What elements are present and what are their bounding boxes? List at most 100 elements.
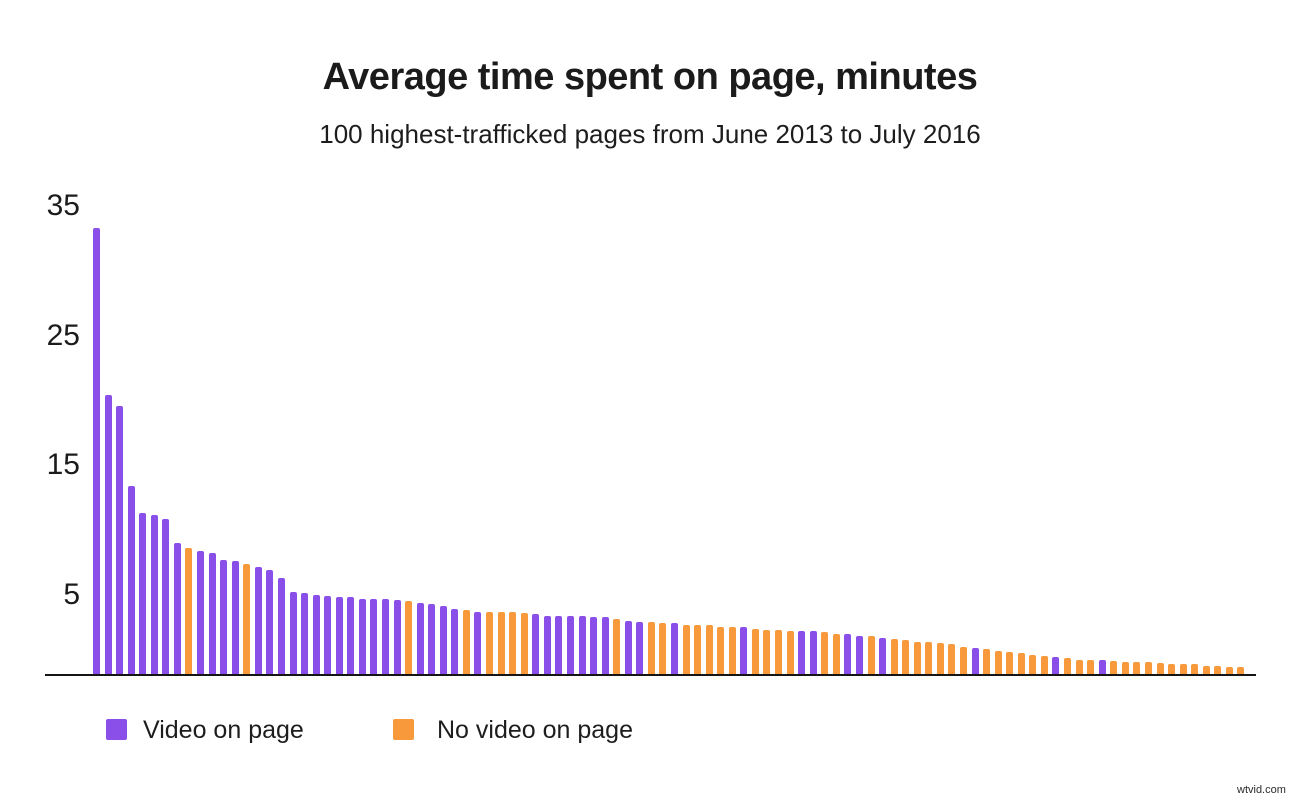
bar	[335, 597, 343, 676]
bar	[844, 633, 852, 676]
y-axis-tick-5: 5	[63, 578, 80, 611]
bar	[775, 629, 783, 676]
bar	[150, 515, 158, 676]
bar	[994, 650, 1002, 676]
bar	[277, 577, 285, 676]
bar	[751, 628, 759, 676]
bar	[520, 612, 528, 676]
bar	[324, 596, 332, 676]
bar	[682, 624, 690, 676]
bar	[486, 611, 494, 676]
bar	[405, 601, 413, 676]
bar	[1064, 658, 1072, 676]
chart-subtitle: 100 highest-trafficked pages from June 2…	[319, 119, 981, 149]
bar	[1237, 666, 1245, 676]
bar	[509, 611, 517, 676]
bar	[197, 550, 205, 676]
bar	[162, 519, 170, 676]
bar	[555, 615, 563, 676]
bar	[590, 616, 598, 676]
bar	[636, 622, 644, 676]
bar	[173, 542, 181, 676]
bar	[786, 631, 794, 676]
bar	[1017, 653, 1025, 676]
bar	[185, 547, 193, 676]
bar	[925, 641, 933, 676]
bar	[428, 603, 436, 676]
bar	[740, 627, 748, 676]
bar	[890, 638, 898, 676]
bar	[358, 598, 366, 676]
bar	[1179, 663, 1187, 676]
bar	[393, 599, 401, 676]
bar-plot-area	[93, 195, 1253, 676]
bar	[1121, 661, 1129, 676]
bar	[971, 648, 979, 676]
bar	[728, 627, 736, 676]
watermark: wtvid.com	[1237, 784, 1286, 796]
bar	[566, 615, 574, 676]
bar	[1052, 657, 1060, 676]
legend-swatch-video-on-page	[106, 719, 127, 740]
bar	[231, 560, 239, 676]
bar	[879, 637, 887, 676]
bar	[451, 609, 459, 676]
bar	[798, 631, 806, 676]
bar	[1133, 662, 1141, 676]
y-axis-tick-35: 35	[46, 189, 80, 222]
bar	[659, 623, 667, 676]
bar	[705, 624, 713, 676]
bar	[867, 636, 875, 676]
bar	[243, 563, 251, 676]
bar	[601, 616, 609, 676]
bar	[208, 553, 216, 676]
bar	[462, 610, 470, 676]
bar	[254, 567, 262, 676]
bar	[382, 598, 389, 676]
bar	[1040, 655, 1048, 676]
y-axis-tick-25: 25	[46, 319, 80, 352]
bar	[301, 593, 309, 676]
bar	[139, 512, 147, 676]
legend-label-video-on-page: Video on page	[143, 716, 304, 744]
bar	[913, 641, 921, 676]
bar	[832, 633, 840, 676]
bar	[370, 598, 378, 676]
bar	[1202, 665, 1210, 676]
legend-label-no-video-on-page: No video on page	[437, 716, 633, 744]
bar	[220, 559, 228, 676]
bar	[532, 614, 540, 676]
bar	[439, 606, 447, 676]
bar	[497, 611, 505, 676]
bar	[855, 636, 863, 676]
bar	[1029, 654, 1037, 676]
bar	[127, 485, 135, 676]
bar	[1191, 664, 1199, 676]
bar	[93, 228, 100, 676]
bar	[116, 406, 124, 676]
bar	[312, 594, 320, 676]
bar	[1144, 662, 1152, 676]
bar	[416, 602, 424, 676]
bar	[1225, 666, 1233, 676]
bar	[474, 611, 482, 676]
bar	[647, 622, 655, 676]
chart-title: Average time spent on page, minutes	[322, 56, 978, 98]
bar	[960, 647, 967, 676]
bar	[624, 620, 632, 676]
bar	[266, 570, 274, 676]
bar	[948, 644, 956, 676]
bar	[763, 629, 771, 676]
bar	[289, 592, 297, 676]
bar	[671, 623, 678, 676]
bar	[1098, 659, 1106, 676]
bar	[902, 640, 910, 676]
bar	[1006, 651, 1014, 676]
legend-swatch-no-video-on-page	[393, 719, 414, 740]
bar	[717, 627, 725, 676]
bar	[983, 648, 991, 676]
bar	[578, 615, 586, 676]
bar	[694, 624, 702, 676]
bar	[1214, 666, 1222, 676]
